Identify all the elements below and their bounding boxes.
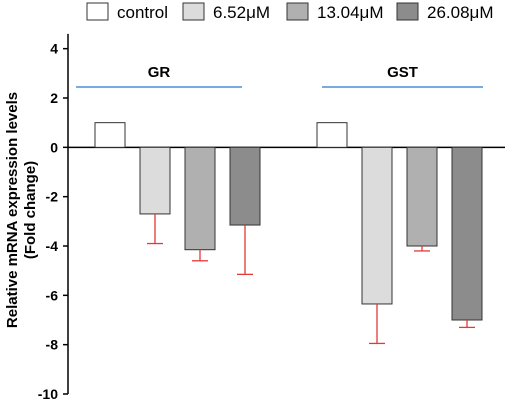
legend-label: 13.04μM <box>317 3 384 22</box>
bar-gst-series-0 <box>316 122 348 148</box>
legend-item-0: control <box>86 2 168 22</box>
bar-gst-series-2 <box>406 146 438 247</box>
y-tick-label: -8 <box>46 337 59 353</box>
y-tick-label: 2 <box>50 90 58 106</box>
y-tick-label: 0 <box>50 139 58 155</box>
y-tick-label: -2 <box>46 189 59 205</box>
legend-swatch <box>286 2 309 21</box>
y-tick-label: -4 <box>46 238 59 254</box>
y-axis-label: Relative mRNA expression levels (Fold cha… <box>4 92 39 328</box>
legend-label: 26.08μM <box>427 3 494 22</box>
bar-gr-series-3 <box>229 146 261 226</box>
legend-swatch <box>86 2 109 21</box>
legend-label: 6.52μM <box>213 3 270 22</box>
bar-gst-series-3 <box>451 146 483 321</box>
bar-gr-series-1 <box>139 146 171 215</box>
error-bars <box>147 213 475 345</box>
group-lines: GR GST <box>76 64 483 88</box>
y-tick-label: 4 <box>50 41 58 57</box>
y-axis-label-line: (Fold change) <box>22 161 39 259</box>
bar-gr-series-2 <box>184 146 216 251</box>
legend: control 6.52μM 13.04μM 26.08μM <box>86 2 494 22</box>
category-label-gr: GR <box>148 64 171 81</box>
bars <box>94 122 483 321</box>
legend-label: control <box>117 3 168 22</box>
legend-item-2: 13.04μM <box>286 2 384 22</box>
y-axis-title: Relative mRNA expression levels (Fold cha… <box>4 92 39 328</box>
bar-gst-series-1 <box>361 146 393 305</box>
category-label-gst: GST <box>387 64 418 81</box>
bar-gr-series-0 <box>94 122 126 148</box>
y-tick-label: -6 <box>46 287 59 303</box>
legend-item-3: 26.08μM <box>396 2 494 22</box>
legend-swatch <box>396 2 419 21</box>
y-axis-label-line: Relative mRNA expression levels <box>4 92 21 328</box>
y-tick-label: -10 <box>38 386 58 402</box>
legend-swatch <box>182 2 205 21</box>
legend-item-1: 6.52μM <box>182 2 270 22</box>
